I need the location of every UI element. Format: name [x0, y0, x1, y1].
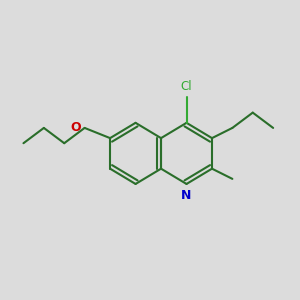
Text: N: N: [181, 189, 192, 202]
Text: O: O: [70, 121, 81, 134]
Text: Cl: Cl: [181, 80, 192, 93]
